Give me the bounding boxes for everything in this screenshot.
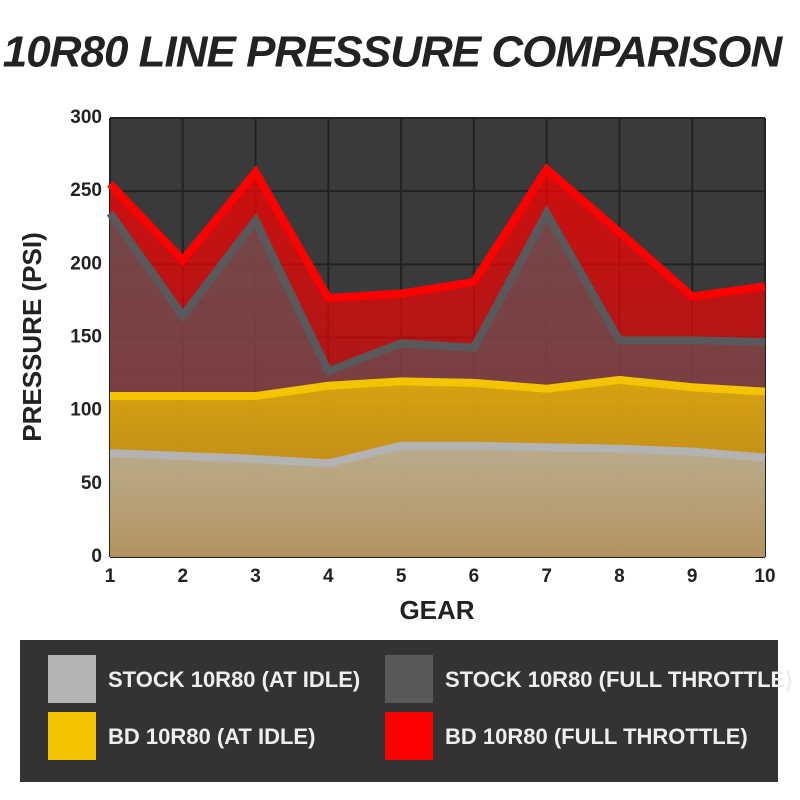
y-tick-label: 0 — [91, 546, 102, 567]
x-tick-label: 1 — [105, 566, 116, 587]
y-tick-label: 300 — [70, 107, 102, 128]
area — [110, 445, 765, 557]
y-tick-label: 200 — [70, 253, 102, 274]
y-tick-label: 50 — [81, 473, 102, 494]
line — [106, 204, 766, 377]
x-tick-label: 4 — [323, 566, 334, 587]
line — [110, 375, 766, 401]
legend-swatch — [48, 712, 96, 760]
line — [107, 163, 766, 303]
legend-label: STOCK 10R80 (AT IDLE) — [108, 667, 360, 692]
x-tick-label: 6 — [469, 566, 480, 587]
x-axis-label: GEAR — [399, 595, 474, 625]
x-tick-label: 8 — [614, 566, 625, 587]
x-tick-label: 9 — [687, 566, 698, 587]
legend-swatch — [385, 655, 433, 703]
legend-swatch — [48, 655, 96, 703]
x-tick-label: 3 — [250, 566, 261, 587]
line — [109, 441, 766, 468]
y-tick-label: 150 — [70, 327, 102, 348]
x-tick-label: 10 — [754, 566, 775, 587]
x-tick-label: 7 — [541, 566, 552, 587]
chart-title: 10R80 LINE PRESSURE COMPARISON — [3, 28, 784, 77]
y-tick-label: 250 — [70, 180, 102, 201]
y-tick-label: 100 — [70, 400, 102, 421]
x-tick-label: 5 — [396, 566, 407, 587]
legend-label: BD 10R80 (AT IDLE) — [108, 724, 315, 749]
y-axis-label: PRESSURE (PSI) — [17, 232, 47, 442]
legend-label: STOCK 10R80 (FULL THROTTLE) — [445, 667, 793, 692]
legend-swatch — [385, 712, 433, 760]
legend-label: BD 10R80 (FULL THROTTLE) — [445, 724, 748, 749]
x-tick-label: 2 — [177, 566, 188, 587]
